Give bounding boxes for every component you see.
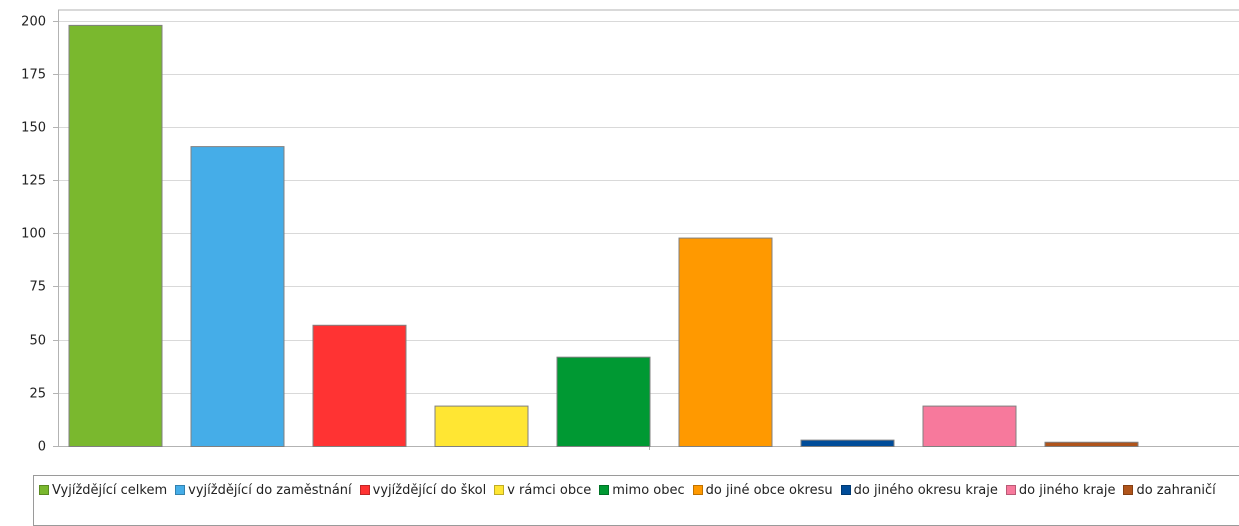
legend-item: mimo obec [599, 480, 685, 502]
legend-label: v rámci obce [507, 483, 592, 498]
y-tick-label: 75 [29, 280, 46, 295]
bars [68, 24, 1139, 448]
legend-item: v rámci obce [494, 480, 591, 502]
bar [678, 237, 773, 447]
y-tick-label: 150 [21, 121, 46, 136]
y-tick-label: 100 [21, 227, 46, 242]
legend-label: mimo obec [612, 483, 685, 498]
legend-label: Vyjíždějící celkem [52, 483, 168, 498]
legend-label: vyjíždějící do zaměstnání [188, 483, 352, 498]
legend-item: do jiného kraje [1005, 480, 1116, 502]
legend-swatch [39, 485, 49, 495]
legend-swatch [175, 485, 186, 495]
y-tick-label: 175 [21, 68, 46, 83]
bar [1044, 441, 1139, 447]
bar [190, 146, 285, 448]
bar [312, 324, 407, 447]
bar [800, 439, 895, 447]
legend-swatch [359, 485, 370, 495]
legend-item: Vyjíždějící celkem [39, 480, 167, 502]
legend: Vyjíždějící celkem vyjíždějící do zaměstn… [33, 475, 1239, 526]
bar [434, 405, 529, 447]
legend-item: vyjíždějící do škol [359, 480, 487, 502]
y-tick-label: 0 [38, 440, 46, 455]
legend-swatch [599, 485, 610, 495]
y-tick-label: 200 [21, 15, 46, 30]
legend-swatch [840, 485, 851, 495]
legend-label: do jiného kraje [1018, 483, 1116, 498]
legend-item: do jiného okresu kraje [840, 480, 998, 502]
bar [556, 356, 651, 447]
y-tick-label: 25 [29, 387, 46, 402]
y-axis: 0 25 50 75 100 125 150 175 200 [21, 9, 1239, 455]
legend-label: do jiné obce okresu [705, 483, 833, 498]
bar [922, 405, 1017, 447]
legend-swatch [1123, 485, 1134, 495]
y-tick-label: 50 [29, 334, 46, 349]
legend-item: vyjíždějící do zaměstnání [175, 480, 352, 502]
legend-label: vyjíždějící do škol [372, 483, 487, 498]
legend-item: do jiné obce okresu [692, 480, 833, 502]
legend-label: do jiného okresu kraje [853, 483, 998, 498]
legend-label: do zahraničí [1136, 483, 1216, 498]
y-tick-label: 125 [21, 174, 46, 189]
bar [68, 24, 163, 447]
legend-swatch [692, 485, 703, 495]
legend-swatch [1005, 485, 1016, 495]
legend-item: do zahraničí [1123, 480, 1216, 502]
legend-swatch [494, 485, 505, 495]
